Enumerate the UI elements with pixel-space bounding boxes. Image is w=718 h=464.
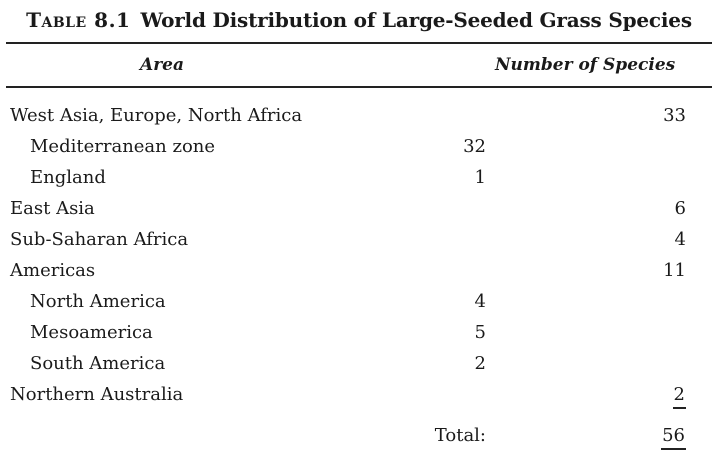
table-row: England 1 xyxy=(0,162,718,193)
table-row: North America 4 xyxy=(0,286,718,317)
species-total: 4 xyxy=(674,229,686,250)
total-row: Total: 56 xyxy=(0,420,718,452)
table-body: West Asia, Europe, North Africa 33 Medit… xyxy=(0,100,718,410)
species-subtotal: 1 xyxy=(474,167,486,188)
table-row: Northern Australia 2 xyxy=(0,379,718,410)
area-name: Mesoamerica xyxy=(30,322,153,343)
table-row: Mediterranean zone 32 xyxy=(0,131,718,162)
table-caption: Table 8.1 World Distribution of Large-See… xyxy=(0,8,718,32)
total-label: Total: xyxy=(434,425,486,446)
area-name: North America xyxy=(30,291,166,312)
table-row: East Asia 6 xyxy=(0,193,718,224)
species-subtotal: 5 xyxy=(474,322,486,343)
area-name: West Asia, Europe, North Africa xyxy=(10,105,303,126)
species-total: 6 xyxy=(674,198,686,219)
area-name: South America xyxy=(30,353,166,374)
area-name: Sub-Saharan Africa xyxy=(10,229,189,250)
species-total: 33 xyxy=(663,105,686,126)
area-name: East Asia xyxy=(10,198,95,219)
column-header-number-of-species: Number of Species xyxy=(495,55,676,75)
species-subtotal: 32 xyxy=(463,136,486,157)
header-rule xyxy=(6,86,712,88)
table-row: West Asia, Europe, North Africa 33 xyxy=(0,100,718,131)
table-row: Americas 11 xyxy=(0,255,718,286)
total-value: 56 xyxy=(661,424,686,450)
column-header-area: Area xyxy=(140,55,184,75)
table-number: Table 8.1 xyxy=(26,8,131,32)
area-name: Mediterranean zone xyxy=(30,136,216,157)
species-subtotal: 4 xyxy=(474,291,486,312)
area-name: Americas xyxy=(10,260,96,281)
area-name: England xyxy=(30,167,106,188)
area-name: Northern Australia xyxy=(10,384,184,405)
species-total: 2 xyxy=(672,383,686,409)
table-row: Sub-Saharan Africa 4 xyxy=(0,224,718,255)
species-subtotal: 2 xyxy=(474,353,486,374)
table-row: South America 2 xyxy=(0,348,718,379)
table-row: Mesoamerica 5 xyxy=(0,317,718,348)
table-title: World Distribution of Large-Seeded Grass… xyxy=(140,8,692,32)
top-rule xyxy=(6,42,712,44)
species-total: 11 xyxy=(663,260,686,281)
